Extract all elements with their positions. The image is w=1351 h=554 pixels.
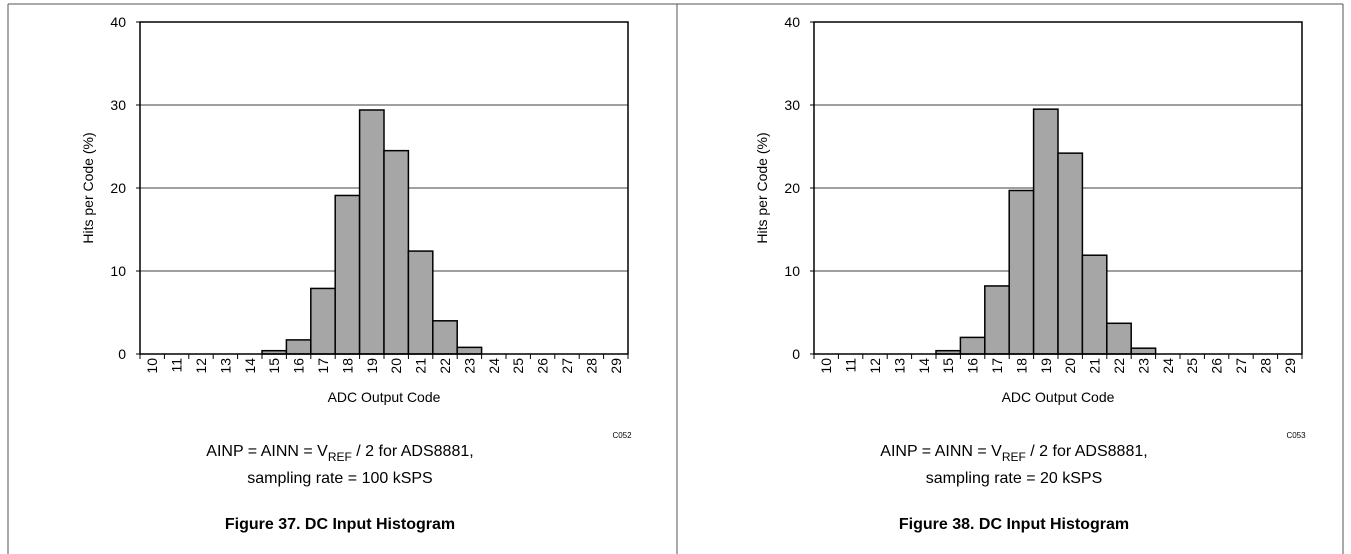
figure-code: C053: [1286, 431, 1306, 440]
x-tick-label: 13: [891, 358, 907, 374]
condition-line: sampling rate = 20 kSPS: [926, 470, 1103, 487]
x-tick-label: 23: [1135, 358, 1151, 374]
bar: [334, 194, 361, 355]
x-tick-label: 14: [916, 358, 932, 374]
x-tick-label: 13: [217, 358, 233, 374]
bar: [310, 287, 336, 355]
bar: [358, 109, 385, 355]
x-tick-label: 25: [510, 358, 526, 374]
x-tick-label: 20: [388, 358, 404, 374]
condition-text: / 2 for ADS8881,: [1026, 443, 1148, 460]
y-tick-label: 10: [784, 263, 800, 279]
x-axis-label: ADC Output Code: [328, 389, 441, 405]
x-tick-label: 22: [1111, 358, 1127, 374]
condition-subscript: REF: [328, 450, 352, 464]
x-tick-label: 10: [818, 358, 834, 374]
condition-text: AINP = AINN = V: [880, 443, 1002, 460]
y-tick-label: 20: [784, 180, 800, 196]
x-tick-label: 19: [1038, 358, 1054, 374]
bar: [383, 149, 410, 355]
x-tick-label: 29: [608, 358, 624, 374]
x-tick-label: 16: [965, 358, 981, 374]
y-tick-label: 30: [784, 97, 800, 113]
y-tick-label: 40: [784, 14, 800, 30]
x-tick-label: 27: [559, 358, 575, 374]
x-tick-label: 24: [1160, 358, 1176, 374]
x-tick-label: 21: [1087, 358, 1103, 374]
y-tick-label: 0: [118, 346, 126, 362]
x-tick-label: 23: [461, 358, 477, 374]
bar: [1130, 347, 1157, 355]
condition: AINP = AINN = VREF / 2 for ADS8881,: [206, 443, 473, 464]
condition: AINP = AINN = VREF / 2 for ADS8881,: [880, 443, 1147, 464]
x-tick-label: 26: [535, 358, 551, 374]
y-tick-label: 40: [110, 14, 126, 30]
x-tick-label: 10: [144, 358, 160, 374]
x-tick-label: 26: [1209, 358, 1225, 374]
x-tick-label: 11: [843, 358, 859, 373]
bar: [1057, 152, 1084, 355]
bar: [1106, 322, 1132, 355]
x-tick-label: 28: [583, 358, 599, 374]
x-tick-label: 12: [867, 358, 883, 374]
figure-title: Figure 38. DC Input Histogram: [899, 516, 1129, 533]
y-tick-label: 20: [110, 180, 126, 196]
x-tick-label: 15: [266, 358, 282, 374]
figure-code: C052: [612, 431, 632, 440]
bar: [456, 346, 483, 355]
condition-line: sampling rate = 100 kSPS: [247, 470, 432, 487]
x-tick-label: 12: [193, 358, 209, 374]
bar: [432, 320, 458, 355]
figure-title: Figure 37. DC Input Histogram: [225, 516, 455, 533]
x-tick-label: 27: [1233, 358, 1249, 374]
condition-text: AINP = AINN = V: [206, 443, 328, 460]
x-axis-label: ADC Output Code: [1002, 389, 1115, 405]
x-tick-label: 18: [1013, 358, 1029, 374]
chart: 0 10 20 30 40 10 11 12 13 14 15 16 17 18 19 20 21 22 23 24 2…: [80, 14, 632, 533]
x-tick-label: 25: [1184, 358, 1200, 374]
x-tick-label: 20: [1062, 358, 1078, 374]
x-tick-label: 16: [291, 358, 307, 374]
bar: [1008, 189, 1035, 355]
bar: [1081, 254, 1108, 355]
x-tick-label: 17: [989, 358, 1005, 374]
x-tick-label: 18: [339, 358, 355, 374]
y-axis-label: Hits per Code (%): [80, 132, 96, 243]
x-tick-label: 21: [413, 358, 429, 374]
condition-text: / 2 for ADS8881,: [352, 443, 474, 460]
bar: [959, 336, 986, 355]
y-axis-label: Hits per Code (%): [754, 132, 770, 243]
bar: [1032, 108, 1059, 355]
bar: [407, 250, 434, 355]
chart: 0 10 20 30 40 10 11 12 13 14 15 16 17 18 19 20 21 22 23 24 2…: [754, 14, 1306, 533]
x-tick-label: 19: [364, 358, 380, 374]
bar: [285, 339, 312, 355]
x-tick-label: 14: [242, 358, 258, 374]
y-tick-label: 0: [792, 346, 800, 362]
x-tick-label: 22: [437, 358, 453, 374]
x-tick-label: 11: [169, 358, 185, 373]
plot-frame: [139, 21, 629, 355]
x-tick-label: 17: [315, 358, 331, 374]
x-tick-label: 24: [486, 358, 502, 374]
x-tick-label: 29: [1282, 358, 1298, 374]
y-tick-label: 10: [110, 263, 126, 279]
x-tick-label: 15: [940, 358, 956, 374]
plot-frame: [813, 21, 1303, 355]
condition-subscript: REF: [1002, 450, 1026, 464]
x-tick-label: 28: [1257, 358, 1273, 374]
bar: [984, 285, 1010, 355]
y-tick-label: 30: [110, 97, 126, 113]
